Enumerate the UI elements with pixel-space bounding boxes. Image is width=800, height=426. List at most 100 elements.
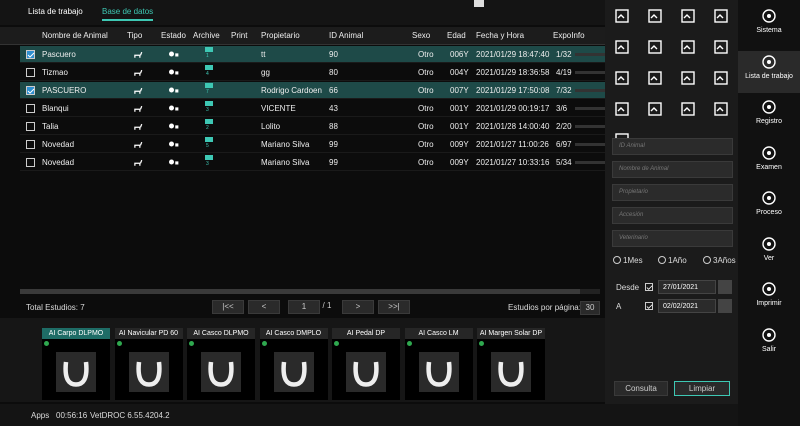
thumbnail[interactable]: AI Margen Solar DP [477,328,545,400]
tool-button[interactable] [680,70,696,86]
nav-item[interactable]: Examen [738,142,800,184]
table-row[interactable]: Talia 2 Lolito 88 Otro 001Y 2021/01/28 14:00:4… [20,118,605,135]
pager-button[interactable]: < [248,300,280,314]
checkbox[interactable] [26,86,35,95]
thumbnail-label[interactable]: AI Carpo DLPMO [42,328,110,339]
nav-label[interactable]: Salir [761,345,776,353]
thumbnail[interactable]: AI Navicular PD 60 [114,328,183,400]
column-header[interactable]: Nombre de Animal [42,31,108,40]
pager-button[interactable]: 1 [288,300,320,314]
tool-button[interactable] [713,101,729,117]
tab[interactable]: Base de datos [102,7,154,21]
checkbox[interactable] [645,302,653,310]
calendar-button[interactable] [718,299,732,313]
nav-label[interactable]: Examen [756,163,782,171]
calendar-button[interactable] [718,280,732,294]
column-header[interactable]: Archive [193,31,220,40]
search-field[interactable]: Propietario [612,184,733,201]
checkbox[interactable] [26,158,35,167]
radio-label[interactable]: 3Años [713,256,736,265]
radio[interactable] [658,256,666,264]
column-header[interactable]: ID Animal [329,31,364,40]
column-header[interactable]: Sexo [412,31,431,40]
nav-item[interactable]: Salir [738,324,800,366]
tool-button[interactable] [647,70,663,86]
column-header[interactable]: Print [231,31,248,40]
tool-button[interactable] [647,101,663,117]
pager-button[interactable]: |<< [212,300,244,314]
checkbox[interactable] [26,122,35,131]
tool-button[interactable] [614,101,630,117]
per-page[interactable]: 30 [580,301,600,315]
table-row[interactable]: Novedad 3 Mariano Silva 99 Otro 009Y 2021/01/2… [20,154,605,171]
column-header[interactable]: Propietario [261,31,300,40]
nav-label[interactable]: Imprimir [756,300,782,307]
scrollbar[interactable] [20,289,600,294]
checkbox[interactable] [26,104,35,113]
radio[interactable] [613,256,621,264]
checkbox[interactable] [645,283,653,291]
radio-label[interactable]: 1Año [668,256,687,265]
tool-button[interactable] [713,8,729,24]
nav-item[interactable]: Registro [738,96,800,138]
table-row[interactable]: Blanqui 3 VICENTE 43 Otro 001Y 2021/01/29 00:1… [20,100,605,117]
column-header[interactable]: Estado [161,31,186,40]
column-header[interactable]: Fecha y Hora [476,31,525,40]
thumbnail[interactable]: AI Casco LM [404,328,473,400]
table-row[interactable]: Novedad 5 Mariano Silva 99 Otro 009Y 2021/01/2… [20,136,605,153]
nav-label[interactable]: Ver [763,254,775,262]
thumbnail[interactable]: AI Casco DMPLO [259,328,328,400]
scroll-thumb[interactable] [20,289,580,294]
radio-label[interactable]: 1Mes [623,256,643,265]
search-field[interactable]: Veterinario [612,230,733,247]
date-field[interactable]: 02/02/2021 [658,299,716,313]
nav-label[interactable]: Proceso [756,209,782,216]
thumbnail-label[interactable]: AI Margen Solar DP [477,328,545,339]
table-row[interactable]: Tizmao 4 gg 80 Otro 004Y 2021/01/29 18:36:58 4/… [20,64,605,81]
tool-button[interactable] [713,70,729,86]
tool-button[interactable] [614,8,630,24]
search-field[interactable]: Nombre de Animal [612,161,733,178]
nav-item[interactable]: Imprimir [738,278,800,320]
nav-label[interactable]: Sistema [756,27,782,34]
thumbnail[interactable]: AI Pedal DP [332,328,400,400]
radio[interactable] [703,256,711,264]
nav-label[interactable]: Lista de trabajo [745,72,793,80]
tool-button[interactable] [614,70,630,86]
nav-item[interactable]: Proceso [738,187,800,229]
tool-button[interactable] [614,39,630,55]
nav-item[interactable]: Lista de trabajo [738,50,800,93]
column-header[interactable]: Edad [447,31,466,40]
thumbnail-label[interactable]: AI Navicular PD 60 [114,328,183,339]
date-field[interactable]: 27/01/2021 [658,280,716,294]
nav-label[interactable]: Registro [755,118,783,125]
search-field[interactable]: ID Animal [612,138,733,155]
apps[interactable]: Apps [31,411,50,420]
search-button[interactable]: Consulta [614,381,668,396]
checkbox[interactable] [26,140,35,149]
tool-button[interactable] [647,8,663,24]
tool-button[interactable] [647,39,663,55]
column-header[interactable]: Tipo [127,31,143,40]
pager-button[interactable]: >>| [378,300,410,314]
table-row[interactable]: Pascuero 1 tt 90 Otro 006Y 2021/01/29 18:47:40… [20,46,605,63]
thumbnail-label[interactable]: AI Casco LM [404,328,473,339]
thumbnail-label[interactable]: AI Casco DLPMO [187,328,255,339]
pager-button[interactable]: > [342,300,374,314]
table-row[interactable]: PASCUERO 7 Rodrigo Cardoen 66 Otro 007Y 2021/0… [20,82,605,99]
search-field[interactable]: Accesión [612,207,733,224]
thumbnail[interactable]: AI Casco DLPMO [187,328,255,400]
thumbnail-label[interactable]: AI Pedal DP [332,328,400,339]
nav-item[interactable]: Sistema [738,5,800,47]
checkbox[interactable] [26,68,35,77]
thumbnail-label[interactable]: AI Casco DMPLO [259,328,328,339]
tool-button[interactable] [680,8,696,24]
checkbox[interactable] [26,50,35,59]
column-header[interactable]: ExpoInfo [553,31,585,40]
tool-button[interactable] [680,101,696,117]
thumbnail[interactable]: AI Carpo DLPMO [42,328,110,400]
tab[interactable]: Lista de trabajo [28,7,83,16]
nav-item[interactable]: Ver [738,233,800,275]
tool-button[interactable] [680,39,696,55]
search-button[interactable]: Limpiar [674,381,730,396]
